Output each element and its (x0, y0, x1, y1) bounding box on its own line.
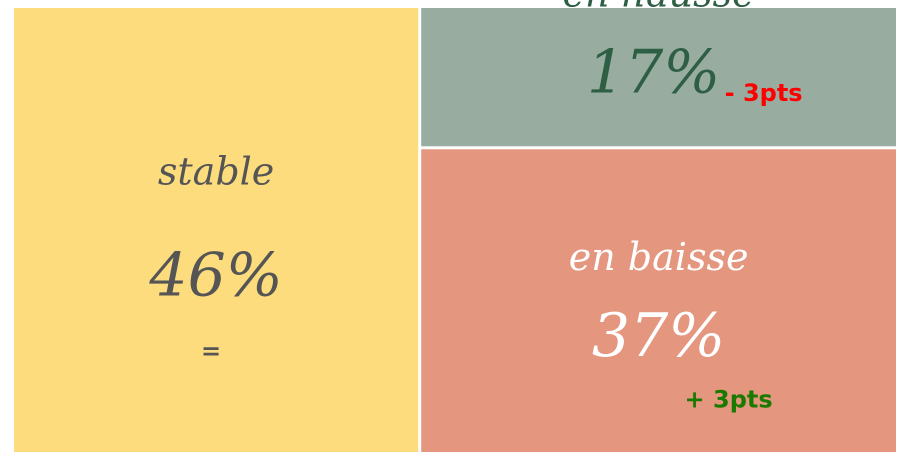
tile-label: en hausse (563, 0, 755, 16)
tile-label: stable (158, 150, 274, 194)
value-label: 46% (148, 241, 282, 311)
tile (421, 149, 896, 452)
tile (14, 8, 419, 452)
value-label: 37% (592, 301, 725, 371)
change-label: + 3pts (685, 386, 773, 414)
change-label: - 3pts (725, 79, 803, 107)
tile-label: en baisse (569, 235, 749, 279)
value-label: 17% (587, 38, 720, 108)
tile (421, 8, 896, 147)
change-label: = (201, 337, 221, 365)
